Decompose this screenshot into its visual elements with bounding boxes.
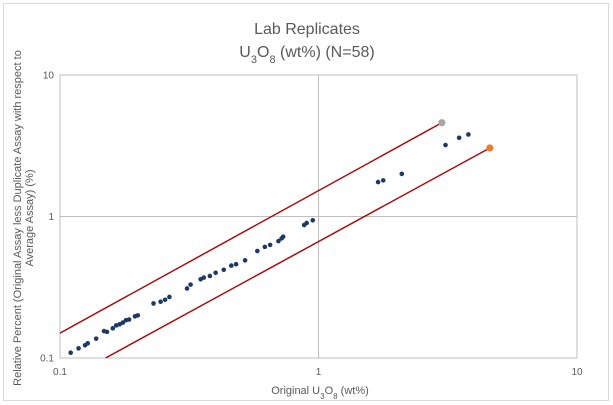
y-tick-label: 1 bbox=[48, 212, 54, 223]
data-point bbox=[242, 258, 248, 263]
y-tick-label: 0.1 bbox=[40, 354, 54, 365]
data-point bbox=[233, 261, 239, 267]
data-point bbox=[399, 171, 405, 177]
data-point bbox=[158, 299, 163, 304]
data-point bbox=[443, 142, 448, 148]
data-point bbox=[201, 275, 207, 280]
x-tick-label: 1 bbox=[316, 367, 322, 378]
data-point bbox=[104, 329, 110, 335]
y-axis-title-line2: Average Assay) (%) bbox=[24, 169, 36, 266]
data-point bbox=[85, 341, 91, 346]
chart-subtitle: U3O8 (wt%) (N=58) bbox=[239, 44, 374, 66]
chart-area: Lab Replicates U3O8 (wt%) (N=58) 0.1 1 10 … bbox=[3, 3, 609, 401]
x-tick-labels: 0.1 1 10 bbox=[53, 367, 583, 378]
data-point bbox=[255, 248, 260, 254]
upper-highlight-point bbox=[438, 119, 446, 127]
data-point bbox=[76, 346, 81, 351]
data-point bbox=[466, 132, 471, 137]
y-axis-title-line1: Relative Percent (Original Assay less Du… bbox=[12, 50, 24, 386]
data-point bbox=[262, 244, 268, 250]
data-point bbox=[280, 234, 286, 239]
data-point bbox=[126, 317, 132, 322]
plot-area bbox=[59, 74, 578, 359]
data-point bbox=[120, 320, 126, 325]
data-point bbox=[110, 326, 116, 331]
data-point bbox=[276, 238, 281, 244]
lower-bound-line bbox=[105, 147, 491, 358]
data-point bbox=[135, 313, 141, 318]
data-point bbox=[68, 350, 74, 356]
xlabel-mid: O bbox=[325, 385, 334, 397]
y-tick-label: 10 bbox=[43, 71, 55, 82]
xlabel-pre: Original U bbox=[271, 385, 320, 397]
data-point bbox=[375, 179, 381, 185]
x-axis-title: Original U3O8 (wt%) bbox=[271, 385, 369, 401]
scatter-chart: Lab Replicates U3O8 (wt%) (N=58) 0.1 1 10 … bbox=[12, 21, 583, 401]
x-tick-label: 10 bbox=[571, 367, 583, 378]
upper-bound-line bbox=[60, 122, 443, 334]
x-tick-label: 0.1 bbox=[53, 367, 67, 378]
bound-lines bbox=[60, 122, 491, 358]
subtitle-rest: (wt%) (N=58) bbox=[276, 44, 375, 61]
xlabel-sub1: 3 bbox=[320, 392, 325, 401]
xlabel-sub2: 8 bbox=[333, 392, 338, 401]
data-point bbox=[456, 135, 462, 141]
xlabel-post: (wt%) bbox=[338, 385, 369, 397]
lower-highlight-point bbox=[486, 144, 494, 152]
data-point bbox=[304, 220, 309, 226]
data-point bbox=[221, 267, 227, 273]
chart-title: Lab Replicates bbox=[254, 21, 360, 38]
data-point bbox=[167, 294, 172, 300]
data-point bbox=[213, 270, 218, 276]
data-point bbox=[184, 286, 190, 291]
data-point bbox=[380, 178, 386, 183]
data-point bbox=[151, 301, 156, 306]
data-point bbox=[207, 273, 213, 279]
data-point bbox=[162, 297, 168, 303]
data-point bbox=[188, 282, 193, 287]
subtitle-mid: O bbox=[257, 44, 269, 61]
subtitle-sub2: 8 bbox=[269, 54, 275, 66]
data-point bbox=[310, 218, 316, 223]
data-point bbox=[267, 242, 273, 248]
y-tick-labels: 0.1 1 10 bbox=[40, 71, 54, 365]
subtitle-sub1: 3 bbox=[251, 54, 257, 66]
data-point bbox=[229, 263, 234, 268]
subtitle-base: U bbox=[239, 44, 251, 61]
data-point bbox=[93, 336, 99, 341]
